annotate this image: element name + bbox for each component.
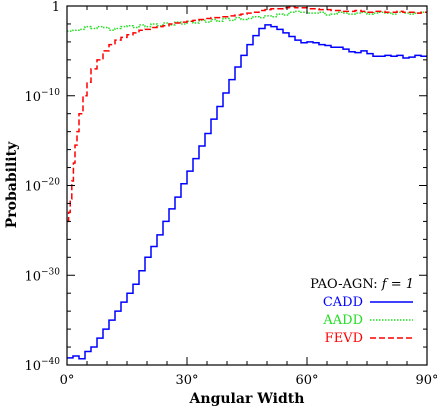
y-tick-label: 10−10	[24, 88, 60, 105]
series-line-cadd	[67, 24, 427, 360]
x-tick-label: 90°	[415, 373, 437, 388]
series-line-fevd	[67, 6, 427, 223]
series-line-aadd	[67, 10, 427, 32]
y-tick-label: 1	[52, 0, 60, 15]
x-tick-label: 60°	[295, 373, 318, 388]
legend-label-fevd: FEVD	[325, 331, 363, 346]
ticks-layer	[67, 6, 427, 365]
y-axis-title: Probability	[4, 141, 20, 228]
legend: PAO-AGN: f = 1 CADD AADD FEVD	[310, 277, 414, 346]
legend-title: PAO-AGN: f = 1	[310, 277, 414, 292]
y-tick-label: 10−20	[24, 178, 60, 195]
legend-label-aadd: AADD	[322, 313, 363, 328]
y-tick-label: 10−40	[24, 357, 60, 374]
y-tick-label: 10−30	[24, 267, 60, 284]
tick-labels: 0° 30° 60° 90° 10−40 10−30 10−20 10−10 1	[24, 0, 437, 388]
x-axis-title: Angular Width	[189, 391, 305, 407]
legend-label-cadd: CADD	[323, 295, 363, 310]
series-layer	[67, 6, 427, 360]
x-tick-label: 0°	[60, 373, 75, 388]
x-tick-label: 30°	[175, 373, 198, 388]
